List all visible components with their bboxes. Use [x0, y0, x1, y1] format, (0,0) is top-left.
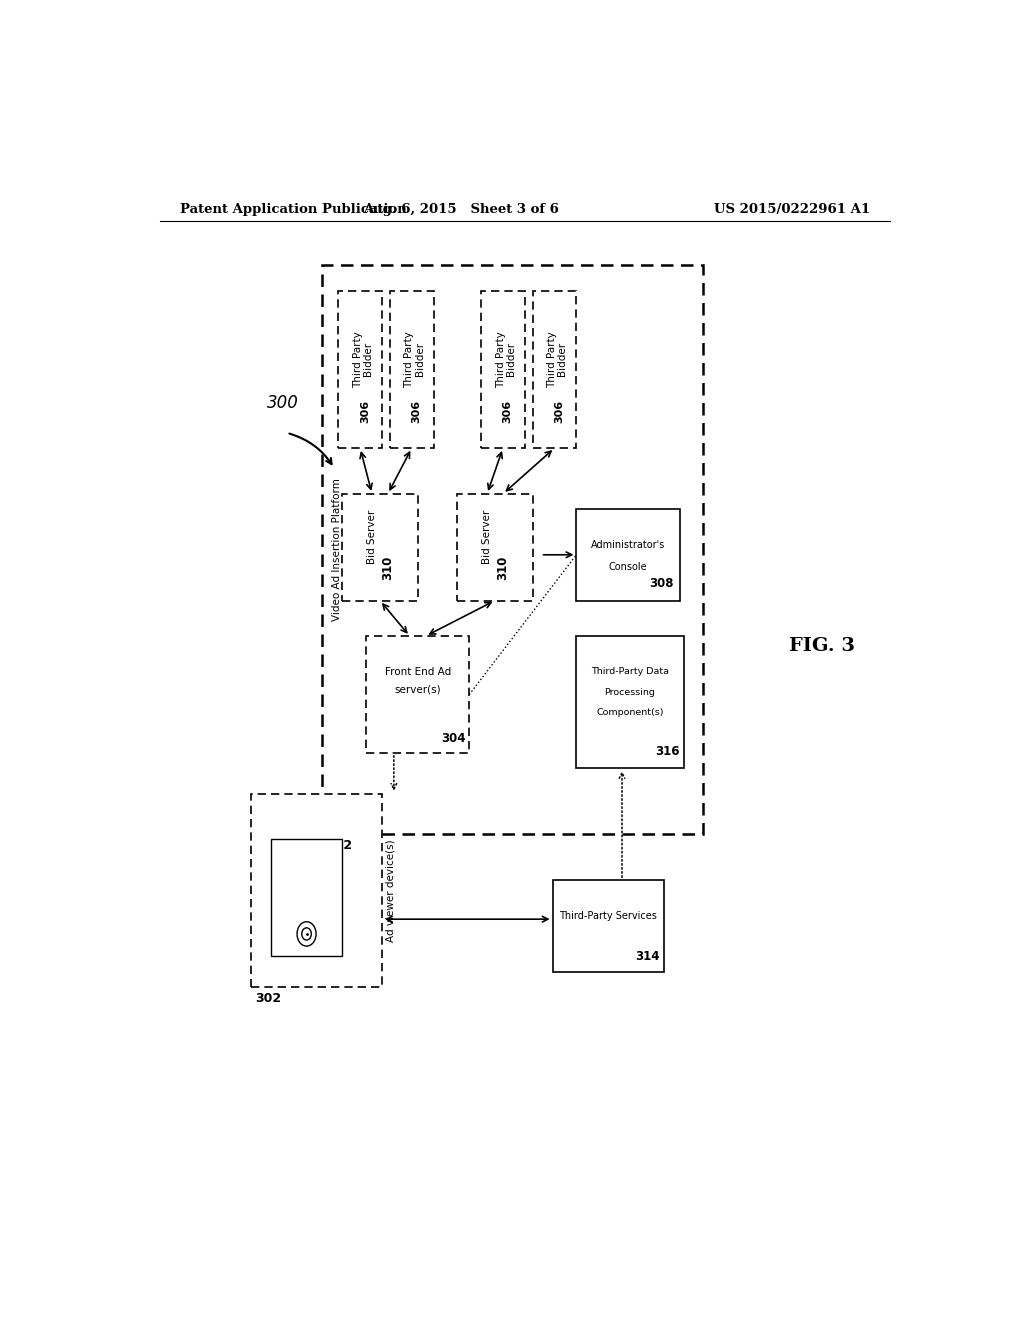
Text: 314: 314: [635, 950, 659, 964]
Text: server(s): server(s): [394, 685, 441, 694]
Bar: [553, 880, 664, 972]
Text: FIG. 3: FIG. 3: [790, 638, 855, 655]
Text: Console: Console: [608, 562, 647, 572]
Bar: [323, 265, 703, 834]
Text: Bidder: Bidder: [557, 342, 567, 376]
Text: Bidder: Bidder: [364, 342, 373, 376]
Text: 316: 316: [655, 744, 680, 758]
Bar: [338, 290, 382, 447]
Bar: [577, 636, 684, 768]
Text: Bid Server: Bid Server: [367, 510, 377, 564]
Text: Aug. 6, 2015   Sheet 3 of 6: Aug. 6, 2015 Sheet 3 of 6: [364, 203, 559, 216]
Text: Front End Ad: Front End Ad: [385, 667, 451, 677]
Text: 306: 306: [503, 400, 513, 422]
Text: 304: 304: [440, 731, 465, 744]
Bar: [390, 290, 433, 447]
Text: 300: 300: [267, 395, 299, 412]
Bar: [251, 793, 382, 987]
Text: Third Party: Third Party: [496, 331, 506, 388]
Text: Ad viewer device(s): Ad viewer device(s): [386, 840, 396, 941]
Bar: [342, 494, 418, 601]
Text: Processing: Processing: [604, 688, 655, 697]
Text: Third-Party Services: Third-Party Services: [559, 911, 657, 920]
Text: Bid Server: Bid Server: [482, 510, 493, 564]
Text: 308: 308: [648, 577, 673, 590]
Text: US 2015/0222961 A1: US 2015/0222961 A1: [714, 203, 870, 216]
Text: 306: 306: [359, 400, 370, 422]
Text: Bidder: Bidder: [415, 342, 425, 376]
Text: Video Ad Insertion Platform: Video Ad Insertion Platform: [332, 478, 342, 622]
Text: Third Party: Third Party: [352, 331, 362, 388]
Text: Third Party: Third Party: [404, 331, 415, 388]
Bar: [367, 636, 469, 752]
Text: 310: 310: [497, 556, 510, 581]
Text: Patent Application Publication: Patent Application Publication: [179, 203, 407, 216]
Bar: [577, 510, 680, 601]
Text: 312: 312: [327, 840, 352, 853]
Text: 306: 306: [412, 400, 422, 422]
Text: Third-Party Data: Third-Party Data: [591, 667, 669, 676]
Text: Component(s): Component(s): [596, 708, 664, 717]
Text: 306: 306: [554, 400, 564, 422]
Text: Bidder: Bidder: [506, 342, 516, 376]
Text: 310: 310: [381, 556, 394, 581]
Bar: [532, 290, 577, 447]
Text: Third Party: Third Party: [547, 331, 557, 388]
Bar: [270, 840, 342, 956]
Text: 302: 302: [255, 991, 282, 1005]
Bar: [481, 290, 525, 447]
Bar: [458, 494, 532, 601]
Text: Administrator's: Administrator's: [591, 540, 666, 549]
